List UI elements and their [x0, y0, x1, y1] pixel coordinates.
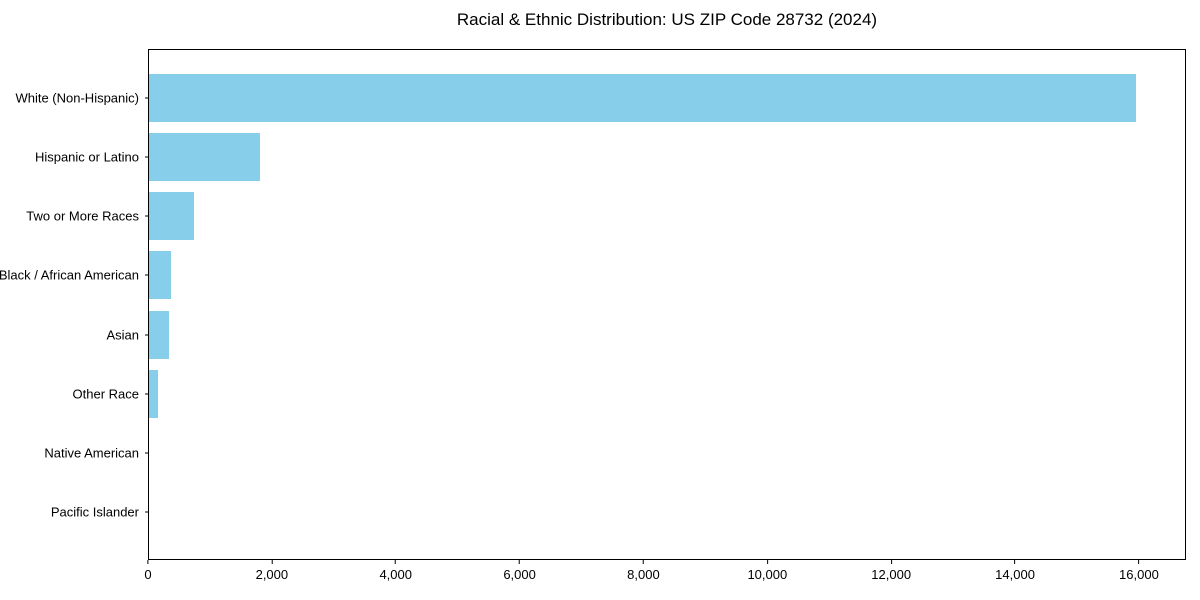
x-axis-ticks: 0 2,000 4,000 6,000 8,000 10,000 12,000 14,000 1… [144, 560, 1186, 590]
x-tick: 10,000 [747, 560, 787, 582]
bar [149, 251, 171, 300]
x-tick-label: 2,000 [255, 567, 289, 582]
bar-row: White (Non-Hispanic) [15, 68, 1185, 127]
x-tick-label: 12,000 [871, 567, 912, 582]
y-axis-label: Black / African American [0, 267, 139, 283]
x-tick-label: 16,000 [1119, 567, 1159, 582]
x-tick: 16,000 [1119, 560, 1159, 582]
y-tick-mark [145, 97, 149, 99]
x-tick-mark [271, 560, 273, 564]
y-tick-mark [145, 215, 149, 217]
bars-area: White (Non-Hispanic) Hispanic or Latino Tw… [0, 68, 1185, 542]
bar [149, 132, 260, 181]
x-tick-label: 6,000 [503, 567, 536, 582]
bar [149, 310, 170, 359]
bar-row: Asian [106, 305, 1185, 364]
x-tick-mark [890, 560, 892, 564]
bar-row: Pacific Islander [51, 483, 1185, 542]
y-axis-label: Asian [106, 327, 139, 343]
x-tick-mark [395, 560, 397, 564]
y-axis-label: Two or More Races [26, 208, 139, 224]
x-tick-label: 0 [144, 567, 152, 582]
x-tick-mark [642, 560, 644, 564]
bar [149, 369, 158, 418]
y-tick-mark [145, 393, 149, 395]
x-tick: 6,000 [503, 560, 536, 582]
x-tick-label: 10,000 [747, 567, 788, 582]
y-tick-mark [145, 156, 149, 158]
bar-row: Hispanic or Latino [35, 127, 1185, 186]
plot-area: White (Non-Hispanic) Hispanic or Latino Tw… [0, 49, 1186, 560]
x-tick-mark [1138, 560, 1140, 564]
x-tick: 14,000 [995, 560, 1035, 582]
y-tick-mark [145, 274, 149, 276]
x-tick: 2,000 [255, 560, 289, 582]
x-tick-mark [147, 560, 149, 564]
bar-row: Black / African American [0, 246, 1185, 305]
bar-row: Two or More Races [26, 187, 1185, 246]
x-tick-mark [1014, 560, 1016, 564]
y-tick-mark [145, 334, 149, 336]
y-axis-label: White (Non-Hispanic) [15, 90, 139, 106]
bar-row: Native American [44, 424, 1185, 483]
x-tick-mark [766, 560, 768, 564]
x-tick: 4,000 [379, 560, 412, 582]
bar [149, 192, 194, 241]
x-tick: 12,000 [871, 560, 911, 582]
x-tick: 0 [144, 560, 152, 582]
x-tick: 8,000 [627, 560, 660, 582]
y-tick-mark [145, 511, 149, 513]
x-tick-label: 4,000 [379, 567, 412, 582]
y-axis-label: Hispanic or Latino [34, 149, 139, 165]
bar-row: Other Race [73, 364, 1185, 423]
chart-title: Racial & Ethnic Distribution: US ZIP Cod… [456, 10, 878, 29]
x-tick-mark [519, 560, 521, 564]
x-tick-label: 14,000 [995, 567, 1035, 582]
y-axis-label: Other Race [72, 386, 139, 402]
y-axis-label: Native American [44, 445, 139, 461]
bar [149, 73, 1136, 122]
y-tick-mark [145, 452, 149, 454]
y-axis-label: Pacific Islander [50, 504, 139, 520]
x-tick-label: 8,000 [627, 567, 660, 582]
